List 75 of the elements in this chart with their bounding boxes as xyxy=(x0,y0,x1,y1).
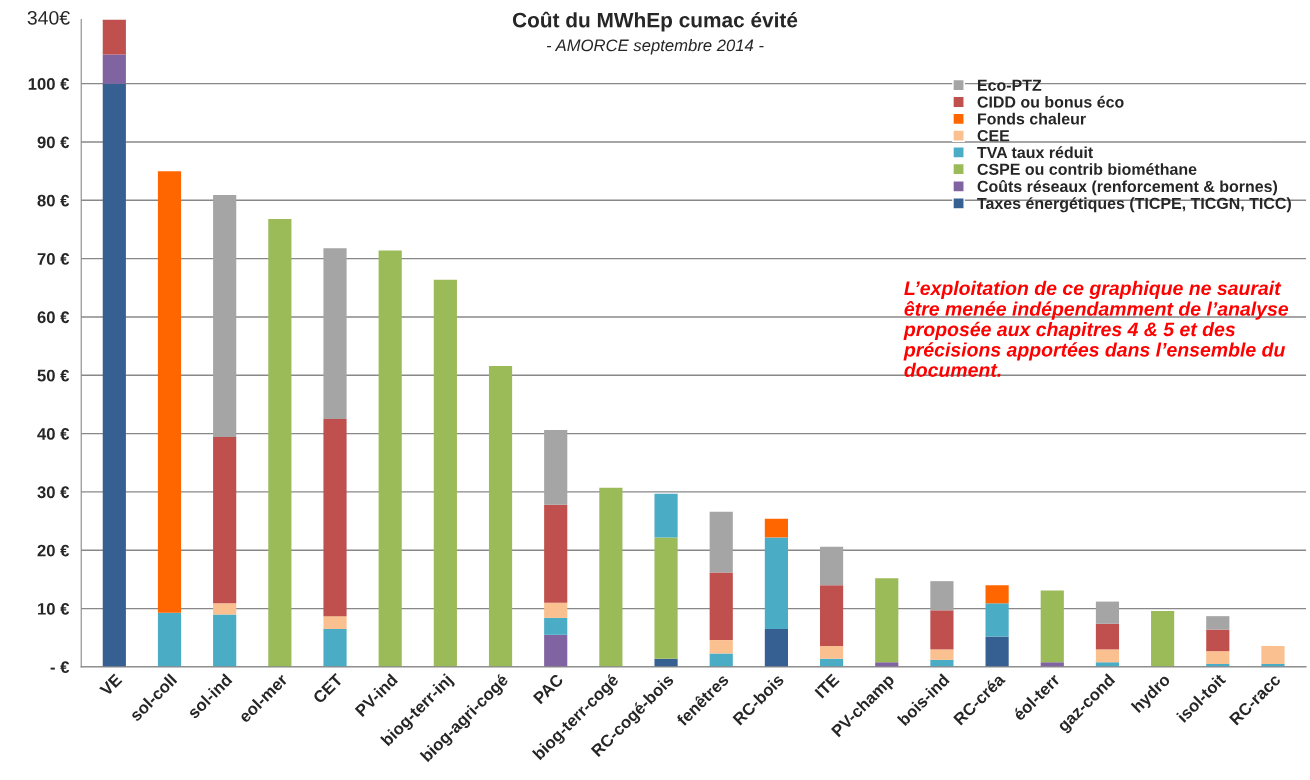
bar xyxy=(599,487,623,667)
bar xyxy=(709,653,733,667)
bar xyxy=(709,572,733,641)
bar xyxy=(764,518,788,538)
text: - AMORCE septembre 2014 - xyxy=(546,39,764,55)
y-tick-label: 60 € xyxy=(37,311,70,324)
bar xyxy=(102,19,126,55)
y-tick-label: 100 € xyxy=(28,78,70,90)
bar xyxy=(985,585,1009,604)
legend-label: Coûts réseaux (renforcement & bornes) xyxy=(977,180,1278,196)
bar xyxy=(544,430,568,505)
bar xyxy=(213,603,237,615)
bar xyxy=(378,250,402,667)
bar xyxy=(930,581,954,611)
bar xyxy=(323,628,347,667)
bar xyxy=(433,279,457,667)
y-tick-label: 10 € xyxy=(38,602,70,615)
bar xyxy=(1206,629,1230,652)
text: 340€ xyxy=(27,10,70,25)
bar xyxy=(930,610,954,650)
bar xyxy=(323,616,347,629)
bar xyxy=(102,54,126,84)
legend-label: Taxes énergétiques (TICPE, TICGN, TICC) xyxy=(977,197,1291,213)
bar xyxy=(764,537,788,629)
legend-label: CEE xyxy=(977,130,1010,142)
y-tick-label: 70 € xyxy=(37,253,70,265)
y-tick-label: 50 € xyxy=(37,369,70,382)
legend-label: CSPE ou contrib biométhane xyxy=(977,163,1197,175)
bar xyxy=(985,603,1009,637)
bar xyxy=(213,614,237,667)
annotation: L’exploitation de ce graphique ne saurait être menée indépendamment de l’analyse proposée aux chapitres 4 & 5 et des précisions apportées dans l’ensemble du document. xyxy=(903,280,1289,377)
legend-label: TVA taux réduit xyxy=(977,146,1093,159)
legend-label: Eco-PTZ xyxy=(978,79,1042,91)
bar xyxy=(488,365,513,667)
bar xyxy=(875,578,899,663)
bar xyxy=(1040,590,1064,663)
legend-label: Fonds chaleur xyxy=(978,112,1086,125)
bar xyxy=(544,602,568,618)
y-tick-label: 40 € xyxy=(37,428,70,440)
bar xyxy=(654,537,678,659)
bar xyxy=(213,195,237,438)
bar xyxy=(157,171,182,613)
legend-label: CIDD ou bonus éco xyxy=(977,95,1124,108)
bar xyxy=(654,493,678,538)
x-tick-label: VE xyxy=(99,673,123,697)
y-tick-label: 80 € xyxy=(37,194,70,207)
bar xyxy=(1206,651,1230,664)
bar xyxy=(819,645,844,659)
bar xyxy=(819,585,844,646)
bar xyxy=(930,649,954,660)
bar xyxy=(323,248,347,420)
bar xyxy=(709,511,733,573)
y-tick-label: - € xyxy=(50,661,70,674)
bar xyxy=(1095,601,1120,624)
bar xyxy=(544,504,568,603)
y-tick-label: 90 € xyxy=(37,136,70,149)
bar xyxy=(544,617,568,635)
bar xyxy=(1095,649,1120,663)
bar xyxy=(1206,616,1230,630)
bar xyxy=(1261,645,1285,664)
bar xyxy=(1151,610,1175,667)
bar xyxy=(157,612,182,667)
y-tick-label: 30 € xyxy=(37,486,70,499)
bar xyxy=(213,437,237,604)
bar xyxy=(544,634,568,667)
bar xyxy=(764,628,788,667)
bar xyxy=(323,419,347,617)
bar xyxy=(102,83,126,667)
bar xyxy=(709,640,733,654)
chart-title: Coût du MWhEp cumac évité xyxy=(512,11,798,32)
bar xyxy=(268,218,292,667)
bar xyxy=(819,546,844,586)
y-tick-label: 20 € xyxy=(37,544,70,557)
bar xyxy=(1095,623,1120,650)
bar xyxy=(985,636,1009,667)
